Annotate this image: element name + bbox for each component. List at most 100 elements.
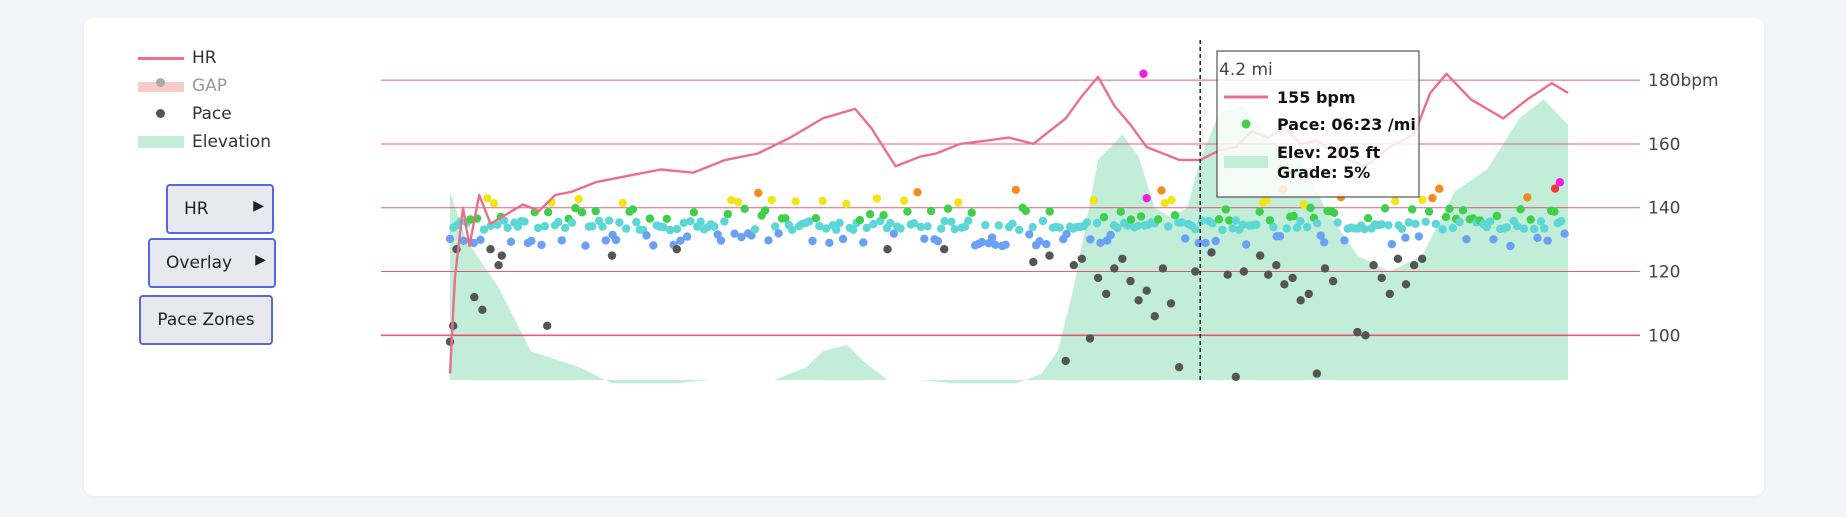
hover-tooltip-box xyxy=(1216,50,1420,198)
pace-dot xyxy=(1369,261,1378,270)
gap-dot xyxy=(1391,197,1400,206)
gap-dot xyxy=(459,236,468,245)
gap-dot xyxy=(649,241,658,250)
gap-dot xyxy=(760,206,770,215)
legend-item-gap[interactable]: GAP xyxy=(138,72,271,100)
pace-dot xyxy=(1401,280,1411,289)
gap-dot xyxy=(615,218,624,227)
pace-dot xyxy=(1045,251,1054,260)
gap-dot xyxy=(1177,218,1187,227)
y-tick-label-120: 120 xyxy=(1648,263,1680,283)
gap-dot xyxy=(855,215,865,225)
gap-dot xyxy=(1418,195,1427,205)
triangle-right-icon: ▶ xyxy=(255,252,266,268)
gap-dot xyxy=(977,237,987,247)
pace-dots-layer xyxy=(445,245,1427,381)
gap-dot xyxy=(1099,213,1109,222)
legend-label-hr: HR xyxy=(192,48,217,68)
gap-dot xyxy=(774,229,783,238)
pace-dot xyxy=(1288,273,1297,283)
gap-dot xyxy=(1302,222,1312,232)
gap-dot xyxy=(1089,196,1098,205)
gap-dot xyxy=(1513,222,1522,231)
legend-item-elevation[interactable]: Elevation xyxy=(138,128,271,156)
gap-dot xyxy=(710,222,719,231)
gap-dot xyxy=(1113,223,1122,233)
pace-dot xyxy=(1142,286,1151,295)
pace-dot xyxy=(1304,289,1314,299)
gap-dot xyxy=(1526,215,1535,224)
gap-dot xyxy=(1238,220,1248,229)
pace-dot xyxy=(1409,261,1419,270)
gap-dot xyxy=(1445,204,1454,213)
overlay-dropdown-button[interactable]: Overlay ▶ xyxy=(148,238,276,288)
pace-dot xyxy=(1118,254,1127,263)
gap-dot xyxy=(666,225,675,235)
tooltip-pace-swatch-icon xyxy=(1241,119,1251,129)
pace-dot xyxy=(478,305,487,314)
tooltip-hr: 155 bpm xyxy=(1277,88,1356,107)
pace-dot xyxy=(1134,296,1143,305)
gap-dot xyxy=(1218,225,1227,235)
gap-dot xyxy=(1492,211,1502,221)
gap-dot xyxy=(1299,200,1308,209)
gap-dot xyxy=(1330,208,1339,218)
gap-dot xyxy=(1167,195,1176,205)
gap-dot xyxy=(967,208,976,217)
pace-zones-button[interactable]: Pace Zones xyxy=(139,295,273,345)
gap-dot xyxy=(1316,231,1325,240)
pace-dot xyxy=(1361,331,1370,340)
legend-label-elevation: Elevation xyxy=(192,132,271,152)
y-tick-label-140: 140 xyxy=(1648,199,1680,219)
gap-dot xyxy=(483,194,492,203)
hr-pace-elevation-chart[interactable]: 100 120 140 160 180bpm 4.2 mi 155 bpm Pace: … xyxy=(84,18,1764,496)
gap-dot xyxy=(1191,225,1200,234)
gap-dot xyxy=(767,195,776,205)
legend-item-pace[interactable]: Pace xyxy=(138,100,271,128)
gap-dots-layer xyxy=(445,69,1569,251)
gap-dot xyxy=(601,236,610,245)
gap-dot xyxy=(1529,224,1539,234)
gap-dot xyxy=(713,230,722,239)
pace-dot xyxy=(1231,372,1241,381)
gap-dot xyxy=(466,215,475,224)
gap-dot xyxy=(632,217,641,227)
gap-dot xyxy=(981,220,990,230)
gap-dot xyxy=(1533,233,1542,242)
gap-dot xyxy=(1387,240,1397,249)
gap-dot xyxy=(1401,233,1410,242)
gap-dot xyxy=(1555,178,1565,187)
gap-dot xyxy=(1414,232,1424,241)
gap-dot xyxy=(1170,211,1180,220)
pace-dot xyxy=(494,261,503,270)
pace-dot xyxy=(470,292,479,302)
gap-dot xyxy=(1082,218,1092,227)
gap-dot xyxy=(1153,215,1163,224)
legend-label-gap: GAP xyxy=(192,76,228,96)
gap-dot xyxy=(764,236,773,245)
gap-dot xyxy=(1164,222,1173,231)
gap-dot xyxy=(1431,219,1441,229)
gap-dot xyxy=(821,224,831,233)
gap-dot xyxy=(1265,216,1275,225)
legend-item-hr[interactable]: HR xyxy=(138,44,271,72)
gap-dot xyxy=(1319,238,1329,247)
pace-zones-button-label: Pace Zones xyxy=(157,310,255,330)
gap-dot xyxy=(611,235,621,245)
gap-dot xyxy=(781,214,790,223)
gap-dot xyxy=(1025,230,1034,239)
gap-dot xyxy=(838,234,848,244)
gap-dot xyxy=(1015,225,1024,235)
gap-dot xyxy=(994,221,1003,230)
gap-dot xyxy=(1228,224,1237,233)
gap-dot xyxy=(598,222,607,231)
hr-dropdown-button[interactable]: HR ▶ xyxy=(166,184,274,234)
hover-layer: 4.2 mi 155 bpm Pace: 06:23 /mi Elev: 205… xyxy=(1199,40,1420,382)
gap-dot xyxy=(1008,219,1017,228)
tooltip-elevation: Elev: 205 ft xyxy=(1277,143,1381,162)
gap-dot xyxy=(1123,221,1132,230)
gap-dot xyxy=(1225,216,1234,225)
gap-dot xyxy=(1136,212,1146,221)
pace-dot xyxy=(1207,248,1216,257)
gap-dot xyxy=(676,236,685,245)
